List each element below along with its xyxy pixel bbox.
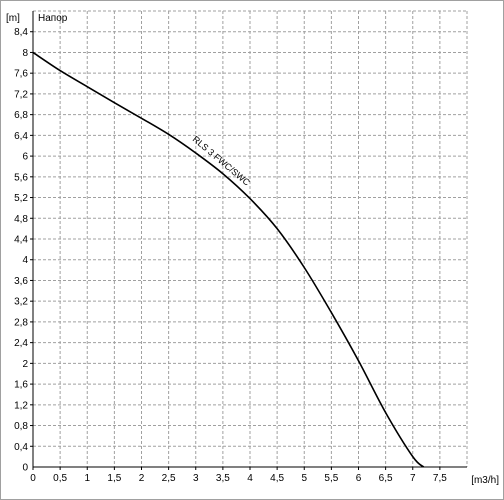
x-axis-unit-label: [m3/h] [471, 475, 499, 486]
x-tick-label: 3 [193, 473, 199, 484]
y-tick-label: 3,6 [14, 276, 28, 287]
x-tick-label: 1,5 [107, 473, 121, 484]
y-tick-label: 0,8 [14, 421, 28, 432]
x-tick-label: 2,5 [162, 473, 176, 484]
x-tick-label: 7 [410, 473, 416, 484]
x-tick-label: 4,5 [270, 473, 284, 484]
x-tick-label: 5,5 [324, 473, 338, 484]
y-tick-label: 6,8 [14, 110, 28, 121]
y-tick-label: 6,4 [14, 131, 28, 142]
y-tick-label: 4,8 [14, 214, 28, 225]
y-tick-label: 1,6 [14, 380, 28, 391]
y-tick-label: 4 [22, 255, 28, 266]
y-tick-label-zero: 0 [22, 463, 28, 474]
y-tick-label: 6 [22, 152, 28, 163]
y-tick-label: 0,4 [14, 442, 28, 453]
y-tick-label: 2 [22, 359, 28, 370]
grid [32, 10, 468, 467]
y-tick-label: 7,2 [14, 89, 28, 100]
y-axis-unit-label: [m] [6, 13, 20, 24]
y-tick-label: 2,4 [14, 338, 28, 349]
y-tick-label: 4,4 [14, 235, 28, 246]
x-tick-label: 7,5 [433, 473, 447, 484]
x-tick-label: 6,5 [379, 473, 393, 484]
x-tick-labels: 0 0,5 1 1,5 2 2,5 3 3,5 4 4,5 5 5,5 6 6,5 7 7,5 [30, 467, 447, 484]
y-tick-label: 7,6 [14, 69, 28, 80]
x-tick-label: 0 [30, 473, 36, 484]
y-tick-label: 5,6 [14, 172, 28, 183]
y-tick-label: 1,2 [14, 400, 28, 411]
x-tick-label: 5 [301, 473, 307, 484]
series-line [32, 51, 425, 468]
x-tick-label: 6 [356, 473, 362, 484]
x-tick-label: 0,5 [53, 473, 67, 484]
y-tick-label: 3,2 [14, 297, 28, 308]
y-tick-label: 2,8 [14, 317, 28, 328]
x-tick-label: 2 [139, 473, 145, 484]
chart-title: Напор [38, 13, 68, 24]
x-tick-label: 1 [84, 473, 90, 484]
y-tick-labels: 0,4 0,8 1,2 1,6 2 2,4 2,8 3,2 3,6 4 4,4 4,8 5,2 5,6 6 6… [14, 27, 33, 474]
y-tick-label: 8 [22, 48, 28, 59]
x-tick-label: 4 [247, 473, 253, 484]
y-tick-label: 8,4 [14, 27, 28, 38]
y-tick-label: 5,2 [14, 193, 28, 204]
x-tick-label: 3,5 [216, 473, 230, 484]
